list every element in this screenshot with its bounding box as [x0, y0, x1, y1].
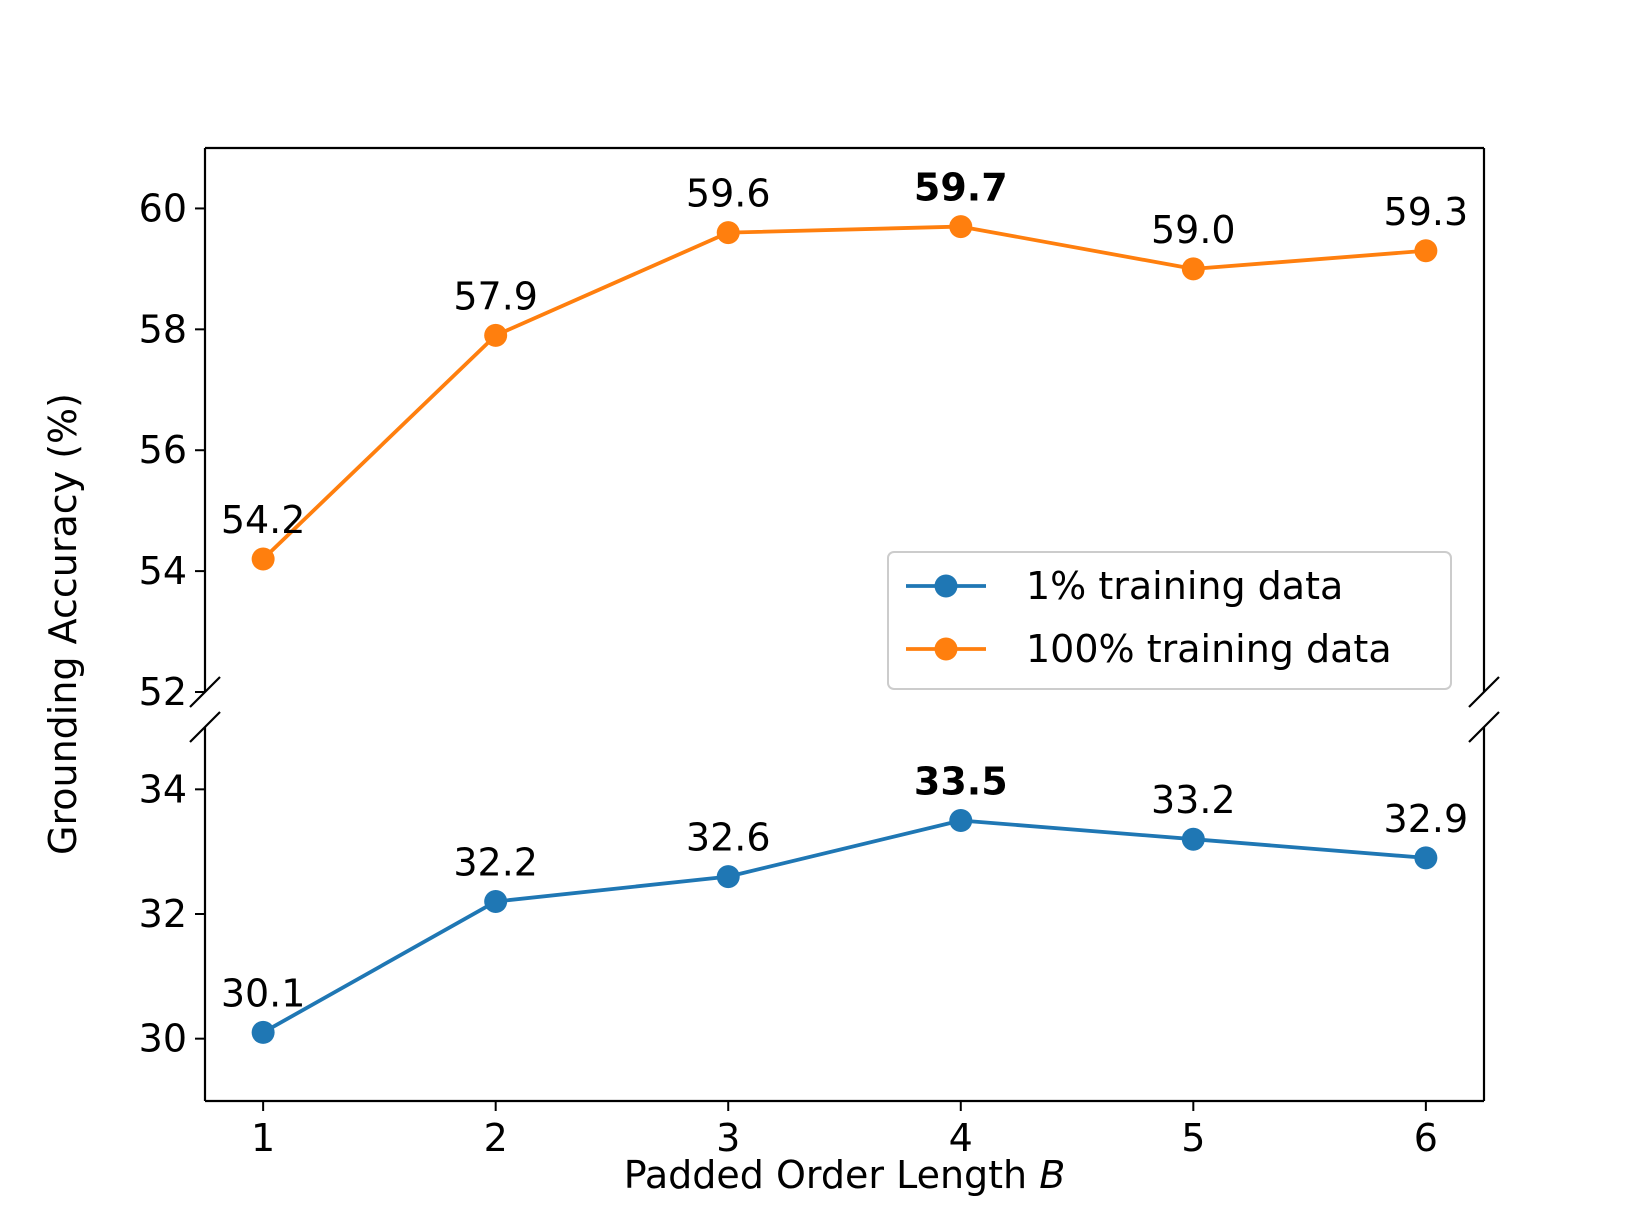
series-line [261, 224, 1427, 561]
x-tick-label: 6 [1414, 1116, 1438, 1160]
x-tick-label: 5 [1181, 1116, 1205, 1160]
data-point [949, 215, 973, 239]
axis-break-mark [1468, 711, 1500, 743]
legend-marker [934, 574, 958, 598]
y-tick-label: 30 [139, 1017, 187, 1061]
x-axis-label: Padded Order Length B [624, 1153, 1066, 1197]
y-tick-label: 58 [139, 307, 187, 351]
x-axis-label-text: Padded Order Length [624, 1153, 1040, 1197]
data-point [716, 221, 740, 245]
legend: 1% training data 100% training data [887, 551, 1452, 690]
axis-break-mark [189, 711, 221, 743]
series-layer: 30.1 32.2 32.6 33.5 33.2 32.9 54.2 57.9 59.6 59.7… [221, 166, 1468, 1044]
data-point [1181, 257, 1205, 281]
y-tick-label: 34 [139, 767, 187, 811]
legend-label: 100% training data [1026, 627, 1392, 671]
data-label-best: 59.7 [914, 166, 1008, 210]
data-point [1414, 239, 1438, 263]
x-axis: 1 2 3 4 5 6 [251, 1101, 1438, 1160]
series-line [262, 818, 1427, 1035]
data-label-best: 33.5 [914, 760, 1008, 804]
x-tick-label: 1 [251, 1116, 275, 1160]
data-point [1414, 846, 1438, 870]
x-tick-label: 2 [484, 1116, 508, 1160]
data-label: 33.2 [1151, 778, 1236, 822]
x-tick-label: 3 [716, 1116, 740, 1160]
legend-box [887, 551, 1452, 690]
data-point [484, 890, 508, 914]
data-point [716, 865, 740, 889]
data-label: 59.0 [1151, 208, 1236, 252]
y-tick-label: 52 [139, 670, 187, 714]
data-point [484, 323, 508, 347]
legend-marker [934, 637, 958, 661]
data-label: 59.3 [1384, 190, 1469, 234]
axis-break-mark [1468, 676, 1500, 708]
y-tick-label: 32 [139, 892, 187, 936]
data-label: 30.1 [221, 971, 306, 1015]
bottom-panel: 30 32 34 [139, 727, 1486, 1103]
top-panel: 52 54 56 58 60 [139, 146, 1486, 714]
data-point [1181, 827, 1205, 851]
data-label: 54.2 [221, 498, 306, 542]
data-label: 59.6 [686, 172, 771, 216]
y-tick-label: 60 [139, 186, 187, 230]
data-point [949, 809, 973, 832]
x-tick-label: 4 [949, 1116, 973, 1160]
axis-break-marks [189, 676, 1500, 743]
data-label: 32.2 [453, 841, 538, 885]
data-label: 32.6 [686, 816, 771, 860]
y-tick-label: 54 [139, 549, 187, 593]
axis-break-mark [189, 676, 221, 708]
data-point [251, 547, 275, 571]
data-label: 32.9 [1384, 797, 1469, 841]
data-point [251, 1020, 275, 1044]
data-label: 57.9 [453, 274, 538, 318]
y-tick-label: 56 [139, 428, 187, 472]
x-axis-label-variable: B [1039, 1153, 1065, 1197]
y-axis-label: Grounding Accuracy (%) [41, 393, 85, 855]
legend-label: 1% training data [1026, 564, 1343, 608]
